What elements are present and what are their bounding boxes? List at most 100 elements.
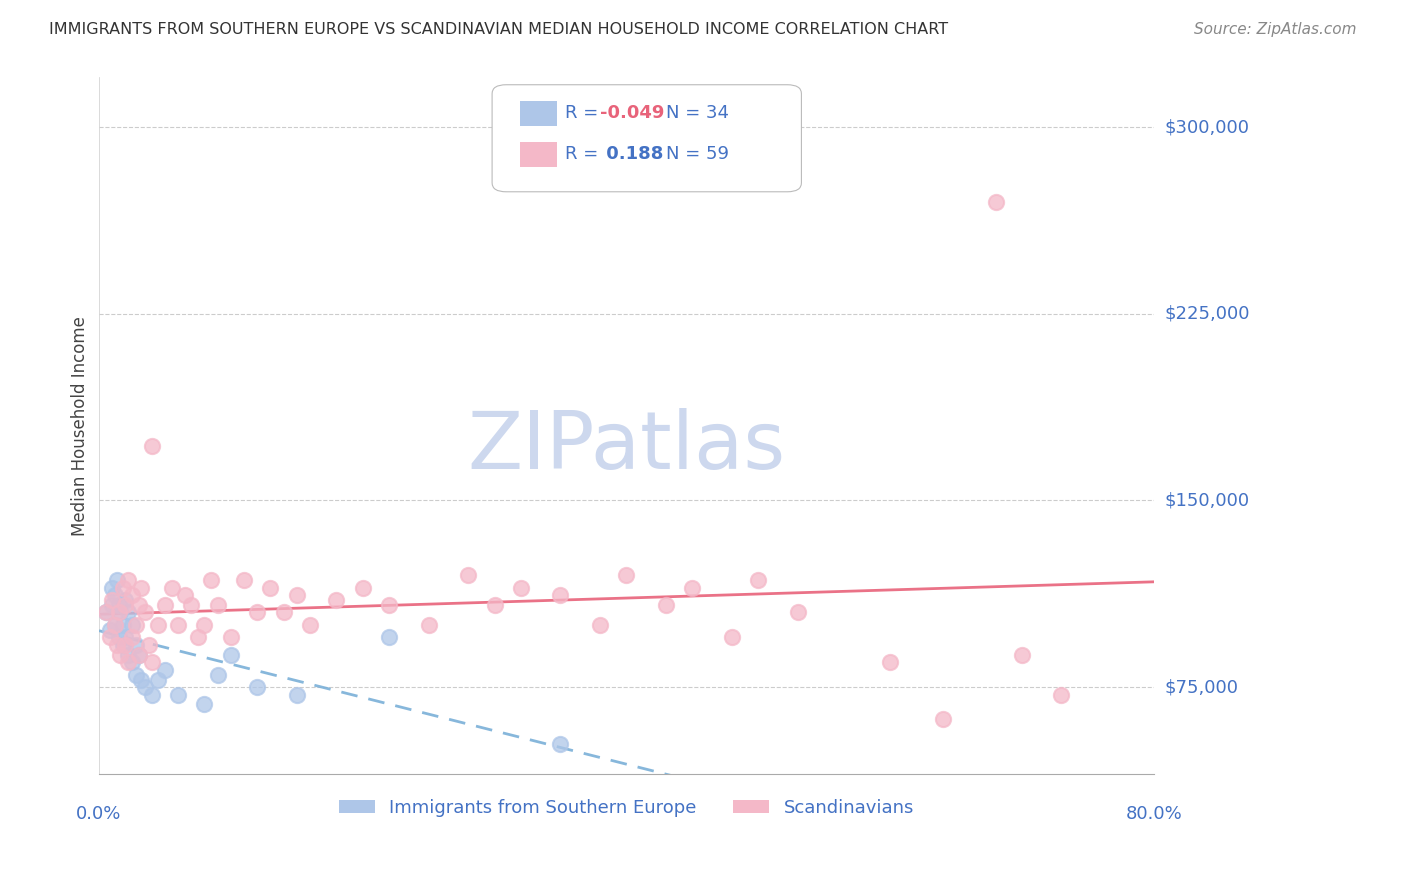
Point: [153, 663, 176, 677]
Point: [104, 588, 127, 602]
Point: [129, 673, 152, 687]
Text: $300,000: $300,000: [1166, 119, 1250, 136]
Text: $225,000: $225,000: [1166, 305, 1250, 323]
Point: [207, 598, 229, 612]
Point: [128, 648, 150, 662]
Point: [101, 598, 124, 612]
Point: [167, 617, 190, 632]
Point: [148, 617, 170, 632]
Point: [285, 588, 308, 602]
Point: [121, 588, 143, 602]
Point: [550, 737, 572, 751]
Point: [117, 648, 139, 662]
Point: [128, 598, 150, 612]
Point: [378, 630, 401, 644]
Point: [108, 648, 131, 662]
Point: [589, 617, 612, 632]
Point: [114, 593, 136, 607]
Point: [148, 673, 170, 687]
Point: [125, 638, 148, 652]
Point: [141, 655, 163, 669]
Point: [134, 680, 156, 694]
Point: [721, 630, 744, 644]
Point: [138, 638, 160, 652]
Text: R =: R =: [565, 145, 605, 163]
Point: [932, 712, 955, 726]
Text: N = 34: N = 34: [666, 104, 730, 122]
Point: [104, 617, 127, 632]
Text: -0.049: -0.049: [600, 104, 665, 122]
Point: [128, 648, 150, 662]
Point: [246, 606, 269, 620]
Point: [107, 573, 129, 587]
Point: [418, 617, 440, 632]
Point: [101, 593, 124, 607]
Point: [121, 630, 143, 644]
Point: [550, 588, 572, 602]
Point: [484, 598, 506, 612]
Point: [1050, 688, 1073, 702]
Point: [193, 617, 215, 632]
Point: [219, 648, 242, 662]
Point: [457, 568, 479, 582]
Point: [114, 630, 136, 644]
Point: [233, 573, 256, 587]
Point: [94, 606, 117, 620]
Point: [125, 667, 148, 681]
Y-axis label: Median Household Income: Median Household Income: [72, 316, 89, 536]
Point: [786, 606, 808, 620]
Point: [207, 667, 229, 681]
Point: [167, 688, 190, 702]
Point: [681, 581, 703, 595]
Point: [246, 680, 269, 694]
Point: [98, 623, 121, 637]
Point: [121, 617, 143, 632]
Point: [141, 439, 163, 453]
Point: [104, 617, 127, 632]
Point: [219, 630, 242, 644]
Point: [125, 617, 148, 632]
Point: [259, 581, 281, 595]
Point: [285, 688, 308, 702]
Point: [160, 581, 183, 595]
Text: N = 59: N = 59: [666, 145, 730, 163]
Point: [134, 606, 156, 620]
Point: [107, 630, 129, 644]
Point: [108, 606, 131, 620]
Point: [273, 606, 295, 620]
Point: [298, 617, 321, 632]
Point: [509, 581, 531, 595]
Point: [117, 655, 139, 669]
Point: [187, 630, 209, 644]
Point: [111, 638, 134, 652]
Point: [352, 581, 374, 595]
Point: [98, 630, 121, 644]
Legend: Immigrants from Southern Europe, Scandinavians: Immigrants from Southern Europe, Scandin…: [332, 792, 921, 824]
Point: [114, 638, 136, 652]
Point: [1011, 648, 1033, 662]
Point: [655, 598, 678, 612]
Point: [378, 598, 401, 612]
Text: 0.188: 0.188: [600, 145, 664, 163]
Point: [121, 655, 143, 669]
Text: 80.0%: 80.0%: [1125, 805, 1182, 822]
Point: [117, 606, 139, 620]
Point: [107, 638, 129, 652]
Point: [114, 598, 136, 612]
Point: [101, 581, 124, 595]
Point: [984, 194, 1007, 209]
Point: [616, 568, 638, 582]
Point: [129, 581, 152, 595]
Point: [153, 598, 176, 612]
Point: [117, 573, 139, 587]
Point: [111, 617, 134, 632]
Text: IMMIGRANTS FROM SOUTHERN EUROPE VS SCANDINAVIAN MEDIAN HOUSEHOLD INCOME CORRELAT: IMMIGRANTS FROM SOUTHERN EUROPE VS SCAND…: [49, 22, 948, 37]
Text: Source: ZipAtlas.com: Source: ZipAtlas.com: [1194, 22, 1357, 37]
Point: [111, 581, 134, 595]
Point: [141, 688, 163, 702]
Point: [107, 606, 129, 620]
Text: $75,000: $75,000: [1166, 678, 1239, 696]
Point: [747, 573, 769, 587]
Point: [200, 573, 222, 587]
Point: [325, 593, 347, 607]
